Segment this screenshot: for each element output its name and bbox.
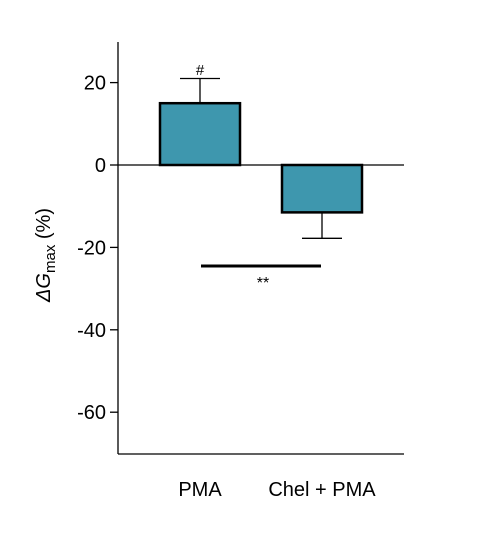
axes: 20 0 -20 -40 -60 PMA Chel + PMA [77, 42, 404, 501]
bar-marker-label: # [196, 62, 205, 79]
bar [280, 163, 364, 214]
y-tick-label: -60 [77, 402, 106, 424]
y-tick-label: -20 [77, 237, 106, 259]
y-tick-label: -40 [77, 320, 106, 342]
y-axis-label: ΔGmax (%) [33, 208, 59, 303]
x-tick-label: PMA [178, 479, 222, 501]
x-tick-label: Chel + PMA [268, 479, 376, 501]
y-tick-label: 20 [84, 73, 106, 95]
annotations: # ** [196, 62, 321, 292]
bar [158, 101, 242, 167]
bars [158, 101, 364, 214]
significance-label: ** [257, 275, 269, 292]
error-bars [180, 77, 342, 239]
y-tick-label: 0 [95, 155, 106, 177]
